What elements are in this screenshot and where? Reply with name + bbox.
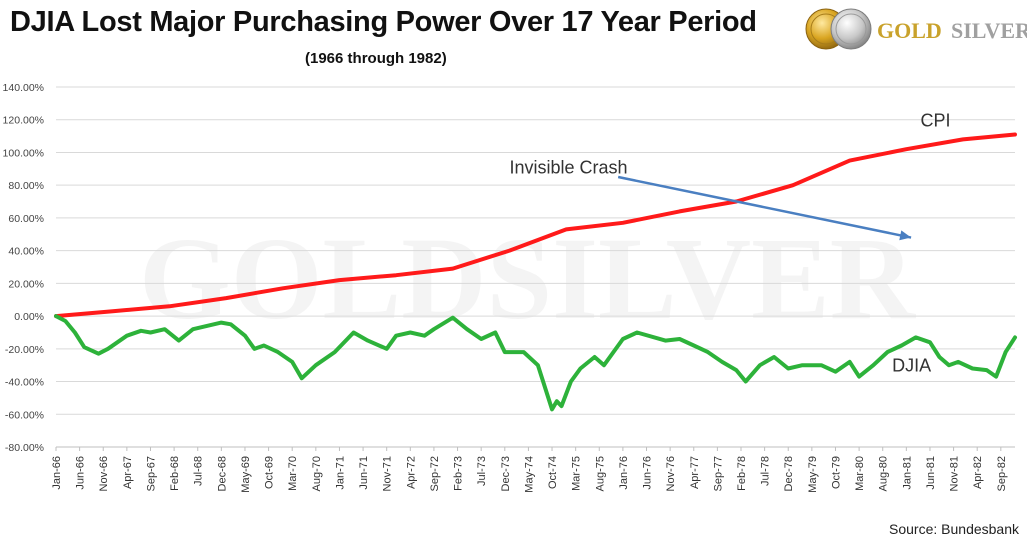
x-tick-label: Jan-71 <box>334 456 346 490</box>
x-tick-label: Sep-77 <box>712 456 724 491</box>
y-tick-label: 60.00% <box>8 213 44 225</box>
y-tick-label: 100.00% <box>3 147 44 159</box>
arrow-line <box>617 175 912 239</box>
logo-text-silver: SILVER <box>951 18 1027 43</box>
x-tick-label: Oct-74 <box>547 456 559 489</box>
y-tick-label: 40.00% <box>8 246 44 258</box>
x-tick-label: Nov-81 <box>949 456 961 491</box>
chart-subtitle: (1966 through 1982) <box>305 50 447 67</box>
x-tick-label: May-74 <box>523 456 535 493</box>
x-tick-label: May-79 <box>807 456 819 493</box>
y-tick-label: -40.00% <box>5 377 44 389</box>
x-tick-label: Apr-82 <box>972 456 984 489</box>
x-tick-label: Apr-67 <box>122 456 134 489</box>
watermark-text: GOLDSILVER <box>139 213 917 344</box>
x-tick-label: Mar-70 <box>287 456 299 491</box>
series-lines <box>54 132 1017 412</box>
silver-coin-icon <box>830 8 872 50</box>
x-tick-label: Apr-77 <box>689 456 701 489</box>
x-tick-label: Nov-71 <box>382 456 394 491</box>
x-tick-label: Nov-66 <box>98 456 110 491</box>
y-tick-label: -80.00% <box>5 442 44 454</box>
x-tick-label: Mar-75 <box>571 456 583 491</box>
x-tick-label: Sep-67 <box>145 456 157 491</box>
x-tick-label: Aug-70 <box>311 456 323 491</box>
x-tick-label: Dec-78 <box>783 456 795 491</box>
series-line-djia <box>54 314 1017 412</box>
x-tick-label: Jan-81 <box>901 456 913 490</box>
x-tick-label: Feb-78 <box>736 456 748 491</box>
goldsilver-logo[interactable]: GOLD SILVER <box>805 4 1027 56</box>
annotation-label: CPI <box>921 110 951 130</box>
x-tick-label: Feb-68 <box>169 456 181 491</box>
x-tick-label: Jun-81 <box>925 456 937 490</box>
x-tick-label: Jan-66 <box>51 456 63 490</box>
x-tick-label: Oct-79 <box>830 456 842 489</box>
x-tick-label: Sep-72 <box>429 456 441 491</box>
x-tick-label: May-69 <box>240 456 252 493</box>
x-tick-label: Jul-78 <box>760 456 772 486</box>
y-tick-label: 20.00% <box>8 278 44 290</box>
chart-title: DJIA Lost Major Purchasing Power Over 17… <box>10 6 757 38</box>
x-tick-label: Jun-71 <box>358 456 370 490</box>
annotation-label: DJIA <box>892 356 931 376</box>
x-tick-label: Aug-75 <box>594 456 606 491</box>
x-tick-label: Oct-69 <box>264 456 276 489</box>
y-tick-label: 140.00% <box>3 82 44 94</box>
gridlines <box>56 86 1015 448</box>
y-tick-label: -20.00% <box>5 344 44 356</box>
source-note: Source: Bundesbank <box>889 521 1019 537</box>
x-tick-label: Jul-68 <box>193 456 205 486</box>
x-tick-label: Apr-72 <box>405 456 417 489</box>
y-tick-label: 80.00% <box>8 180 44 192</box>
x-tick-label: Dec-68 <box>216 456 228 491</box>
x-tick-label: Aug-80 <box>878 456 890 491</box>
x-axis-ticks: Jan-66 Jun-66 Nov-66 Apr-67 Sep-67 Feb-68 Jul-… <box>51 447 1008 493</box>
y-tick-label: -60.00% <box>5 409 44 421</box>
x-tick-label: Feb-73 <box>453 456 465 491</box>
annotations: CPI DJIA Invisible Crash <box>510 110 951 375</box>
series-line-cpi <box>54 132 1017 319</box>
y-axis-ticks: -80.00% -60.00% -40.00% -20.00% 0.00% 20.00% 4… <box>3 82 44 454</box>
y-tick-label: 0.00% <box>14 311 44 323</box>
x-tick-label: Nov-76 <box>665 456 677 491</box>
x-tick-label: Dec-73 <box>500 456 512 491</box>
y-tick-label: 120.00% <box>3 115 44 127</box>
x-tick-label: Jun-66 <box>75 456 87 490</box>
annotation-label: Invisible Crash <box>510 158 628 178</box>
arrow-head <box>899 230 912 241</box>
x-tick-label: Jan-76 <box>618 456 630 490</box>
x-tick-label: Mar-80 <box>854 456 866 491</box>
x-tick-label: Sep-82 <box>996 456 1008 491</box>
x-tick-label: Jul-73 <box>476 456 488 486</box>
x-tick-label: Jun-76 <box>642 456 654 490</box>
logo-text-gold: GOLD <box>877 18 942 43</box>
